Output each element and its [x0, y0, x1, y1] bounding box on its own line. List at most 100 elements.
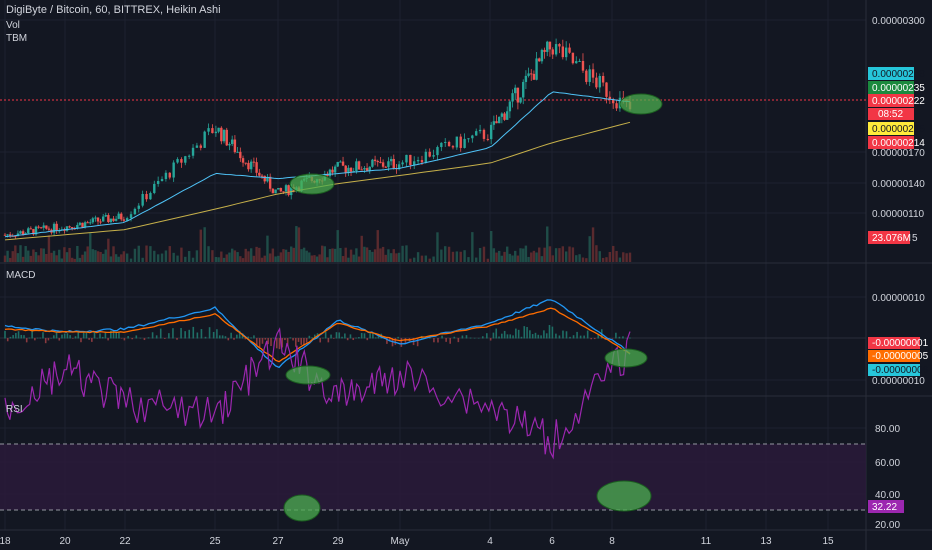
macd-histogram-bar [44, 338, 47, 344]
macd-histogram-bar [481, 336, 484, 339]
badge-0215 [868, 122, 914, 135]
candle-body [463, 138, 466, 148]
macd-histogram-bar [332, 338, 335, 339]
macd-histogram-bar [91, 338, 93, 342]
candle-body [558, 44, 561, 47]
time-axis[interactable]: 18 20 22 25 27 29 May 4 6 8 11 13 15 [0, 536, 834, 547]
macd-histogram-bar [127, 336, 129, 339]
macd-histogram-bar [400, 338, 403, 347]
macd-badge-3-text: -0.00000006 [872, 365, 929, 376]
candle-body [274, 189, 277, 194]
volume-bar [203, 227, 206, 262]
macd-histogram-bar [159, 328, 162, 339]
rsi-axis[interactable]: 80.00 60.00 40.00 32.22 20.00 [868, 424, 904, 531]
macd-histogram-bar [543, 330, 545, 339]
macd-histogram-bar [244, 338, 247, 340]
volume-bar [575, 255, 578, 262]
macd-histogram-bar [583, 335, 585, 339]
macd-histogram-bar [305, 338, 308, 343]
candle-body [548, 41, 552, 50]
volume-bar [540, 256, 544, 262]
volume-bar [595, 245, 598, 262]
volume-bar [133, 248, 137, 262]
volume-bar [551, 255, 554, 262]
candle-body [373, 159, 377, 162]
candle-body [349, 167, 353, 172]
badge-countdown-text: 08:52 [878, 109, 903, 120]
volume-bar [506, 246, 509, 262]
macd-histogram-bar [531, 334, 534, 339]
volume-bar [459, 251, 462, 262]
macd-histogram-bar [139, 337, 142, 339]
candle-body [228, 144, 231, 146]
candle-body [478, 129, 482, 132]
volume-bar [564, 251, 568, 262]
macd-badge-1-text: -0.00000001 [872, 338, 929, 349]
volume-bar [225, 254, 228, 262]
macd-histogram-bar [131, 338, 134, 340]
volume-bar [68, 247, 71, 262]
volume-bar [365, 247, 369, 262]
candle-body [341, 161, 345, 166]
macd-histogram-bar [82, 332, 85, 339]
macd-histogram-bar [74, 336, 77, 339]
volume-bar [220, 251, 223, 262]
volume-bar [228, 252, 231, 262]
volume-bar [129, 258, 133, 262]
volume-bar [538, 247, 541, 262]
candle-body [19, 231, 22, 234]
volume-bar [78, 257, 82, 262]
volume-bar [125, 253, 129, 262]
candle-body [89, 222, 92, 224]
macd-histogram-bar [216, 329, 218, 339]
volume-bar [432, 256, 435, 262]
volume-bar [628, 252, 632, 262]
macd-axis[interactable]: 0.00000010 -0.00000001 -0.00000005 -0.00… [868, 293, 929, 387]
candle-body [475, 131, 478, 136]
volume-bar [24, 246, 27, 262]
volume-bar [120, 254, 123, 262]
macd-histogram-bar [204, 336, 207, 339]
volume-bar [305, 250, 308, 262]
candle-body [214, 131, 218, 134]
macd-histogram-bar [224, 336, 227, 339]
candle-body [252, 161, 256, 163]
volume-bar [70, 257, 74, 262]
volume-bar [27, 250, 30, 262]
macd-histogram-bar [441, 335, 443, 339]
candle-body [612, 99, 615, 104]
volume-bar [47, 235, 51, 262]
macd-histogram-bar [180, 328, 182, 339]
volume-bar [522, 248, 525, 262]
volume-bar [409, 258, 412, 262]
candle-body [486, 138, 490, 140]
candle-body [133, 208, 137, 215]
macd-histogram-bar [300, 338, 303, 345]
candle-body [397, 164, 401, 170]
macd-histogram-bar [308, 335, 311, 339]
candle-body [32, 229, 35, 235]
volume-bar [295, 226, 298, 262]
macd-histogram-bar [597, 334, 600, 339]
candle-body [125, 218, 129, 221]
macd-histogram-bar [501, 333, 503, 339]
macd-histogram-bar [433, 338, 435, 343]
candle-body [389, 158, 393, 162]
candle-body [355, 161, 358, 172]
candle-body [101, 216, 105, 222]
macd-histogram [4, 325, 631, 350]
candle-body [149, 192, 152, 200]
macd-histogram-bar [469, 337, 472, 339]
macd-histogram-bar [200, 329, 203, 339]
candle-body [255, 162, 258, 173]
candle-body [519, 97, 522, 103]
volume-bar [141, 257, 144, 262]
candle-body [94, 217, 97, 219]
macd-histogram-bar [369, 332, 371, 339]
volume-bar [475, 257, 478, 262]
volume-bar [211, 250, 214, 262]
macd-badge-1 [868, 337, 920, 349]
price-axis[interactable]: 0.00000300 0.00000170 0.00000140 0.00000… [872, 16, 925, 220]
candle-body [225, 129, 228, 146]
